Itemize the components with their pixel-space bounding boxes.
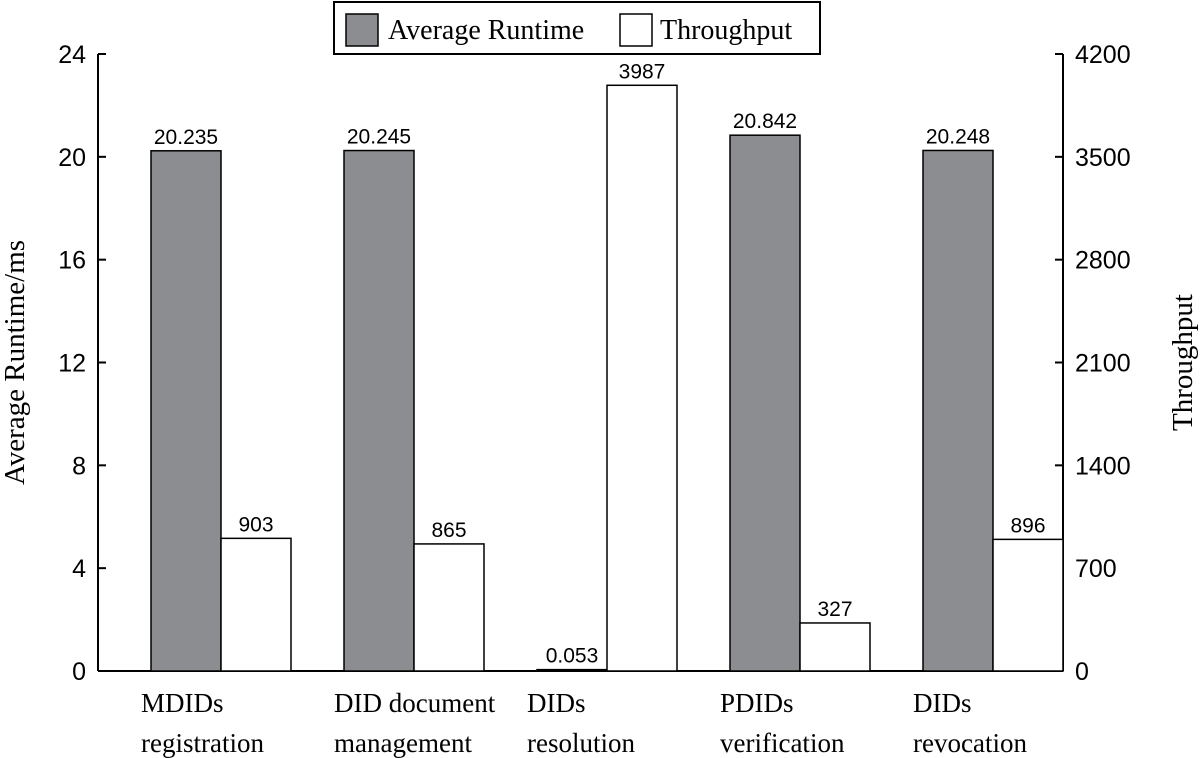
legend-swatch-runtime bbox=[345, 13, 379, 47]
runtime-data-label: 20.235 bbox=[154, 126, 218, 149]
throughput-bar bbox=[606, 84, 678, 672]
right-tick-label: 2100 bbox=[1075, 350, 1131, 378]
throughput-data-label: 896 bbox=[1010, 514, 1045, 537]
runtime-data-label: 0.053 bbox=[546, 645, 599, 668]
category-label: revocation bbox=[913, 728, 1027, 758]
runtime-bar bbox=[922, 149, 994, 672]
runtime-bar bbox=[536, 668, 608, 672]
left-tick-label: 0 bbox=[72, 658, 86, 686]
runtime-data-label: 20.245 bbox=[347, 126, 411, 149]
runtime-data-label: 20.248 bbox=[926, 125, 990, 148]
runtime-bar bbox=[150, 150, 222, 672]
throughput-data-label: 3987 bbox=[619, 60, 666, 83]
legend-swatch-throughput bbox=[619, 13, 653, 47]
left-tick-label: 8 bbox=[72, 452, 86, 480]
left-tick-label: 12 bbox=[58, 350, 86, 378]
right-tick-label: 0 bbox=[1075, 658, 1089, 686]
left-tick-label: 4 bbox=[72, 555, 86, 583]
right-tick-label: 4200 bbox=[1075, 41, 1131, 69]
legend-label: Average Runtime bbox=[388, 15, 584, 46]
category-label: management bbox=[334, 728, 472, 758]
left-axis-title: Average Runtime/ms bbox=[0, 240, 31, 485]
category-label: MDIDs bbox=[141, 688, 224, 718]
runtime-bar bbox=[343, 149, 415, 672]
category-label: PDIDs bbox=[720, 688, 794, 718]
right-tick-label: 2800 bbox=[1075, 247, 1131, 275]
throughput-bar bbox=[220, 537, 292, 672]
left-tick-label: 16 bbox=[58, 247, 86, 275]
category-label: DIDs bbox=[527, 688, 586, 718]
right-tick-label: 700 bbox=[1075, 555, 1117, 583]
legend-label: Throughput bbox=[660, 15, 792, 46]
runtime-data-label: 20.842 bbox=[733, 110, 797, 133]
right-tick-label: 3500 bbox=[1075, 144, 1131, 172]
throughput-data-label: 865 bbox=[431, 519, 466, 542]
throughput-bar bbox=[413, 543, 485, 672]
category-label: verification bbox=[720, 728, 845, 758]
category-label: resolution bbox=[527, 728, 635, 758]
left-tick-label: 24 bbox=[58, 41, 86, 69]
category-label: DIDs bbox=[913, 688, 972, 718]
right-axis-title: Throughput bbox=[1167, 294, 1199, 431]
throughput-bar bbox=[992, 538, 1064, 672]
category-label: registration bbox=[141, 728, 264, 758]
left-tick-label: 20 bbox=[58, 144, 86, 172]
right-tick-label: 1400 bbox=[1075, 452, 1131, 480]
throughput-data-label: 327 bbox=[817, 598, 852, 621]
legend-box bbox=[333, 1, 821, 55]
throughput-bar bbox=[799, 622, 871, 672]
category-label: DID document bbox=[334, 688, 496, 718]
runtime-bar bbox=[729, 134, 801, 672]
throughput-data-label: 903 bbox=[238, 513, 273, 536]
